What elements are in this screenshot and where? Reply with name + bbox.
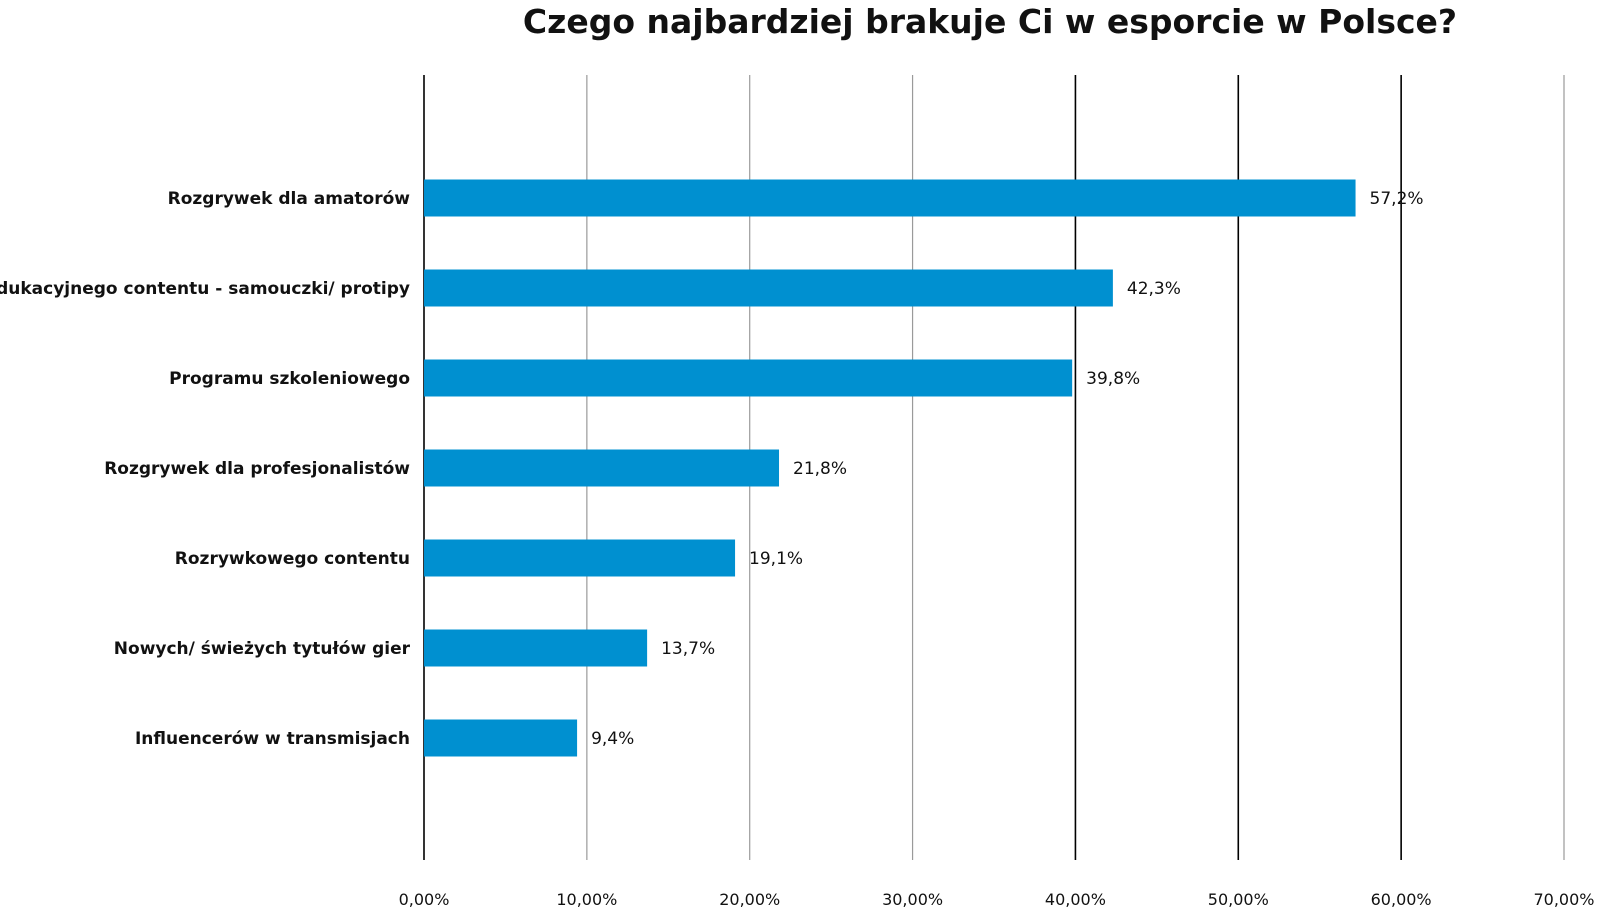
x-tick-label: 10,00% [556, 890, 617, 909]
bar [424, 269, 1113, 307]
data-label: 9,4% [591, 729, 634, 749]
bar [424, 629, 648, 667]
bars [424, 179, 1356, 757]
bar [424, 449, 780, 487]
bar [424, 359, 1073, 397]
data-label: 19,1% [749, 549, 803, 569]
category-label: Rozrywkowego contentu [175, 549, 410, 569]
category-label: Nowych/ świeżych tytułów gier [114, 639, 411, 659]
x-tick-label: 50,00% [1208, 890, 1269, 909]
x-tick-label: 0,00% [399, 890, 450, 909]
bar [424, 539, 736, 577]
bar [424, 179, 1356, 217]
x-tick-label: 70,00% [1533, 890, 1594, 909]
labels: 0,00% 10,00% 20,00% 30,00% 40,00% 50,00% 60,00… [0, 189, 1595, 909]
data-label: 39,8% [1086, 369, 1140, 389]
bar [424, 719, 578, 757]
x-tick-label: 40,00% [1045, 890, 1106, 909]
x-tick-label: 20,00% [719, 890, 780, 909]
category-label: Edukacyjnego contentu - samouczki/ proti… [0, 279, 410, 299]
x-tick-label: 30,00% [882, 890, 943, 909]
data-label: 42,3% [1127, 279, 1181, 299]
data-label: 57,2% [1370, 189, 1424, 209]
category-label: Influencerów w transmisjach [135, 729, 410, 749]
category-label: Rozgrywek dla amatorów [168, 189, 411, 209]
category-label: Rozgrywek dla profesjonalistów [104, 459, 410, 479]
chart-title: Czego najbardziej brakuje Ci w esporcie … [523, 2, 1457, 41]
category-label: Programu szkoleniowego [169, 369, 410, 389]
data-label: 21,8% [793, 459, 847, 479]
x-tick-label: 60,00% [1371, 890, 1432, 909]
data-label: 13,7% [661, 639, 715, 659]
